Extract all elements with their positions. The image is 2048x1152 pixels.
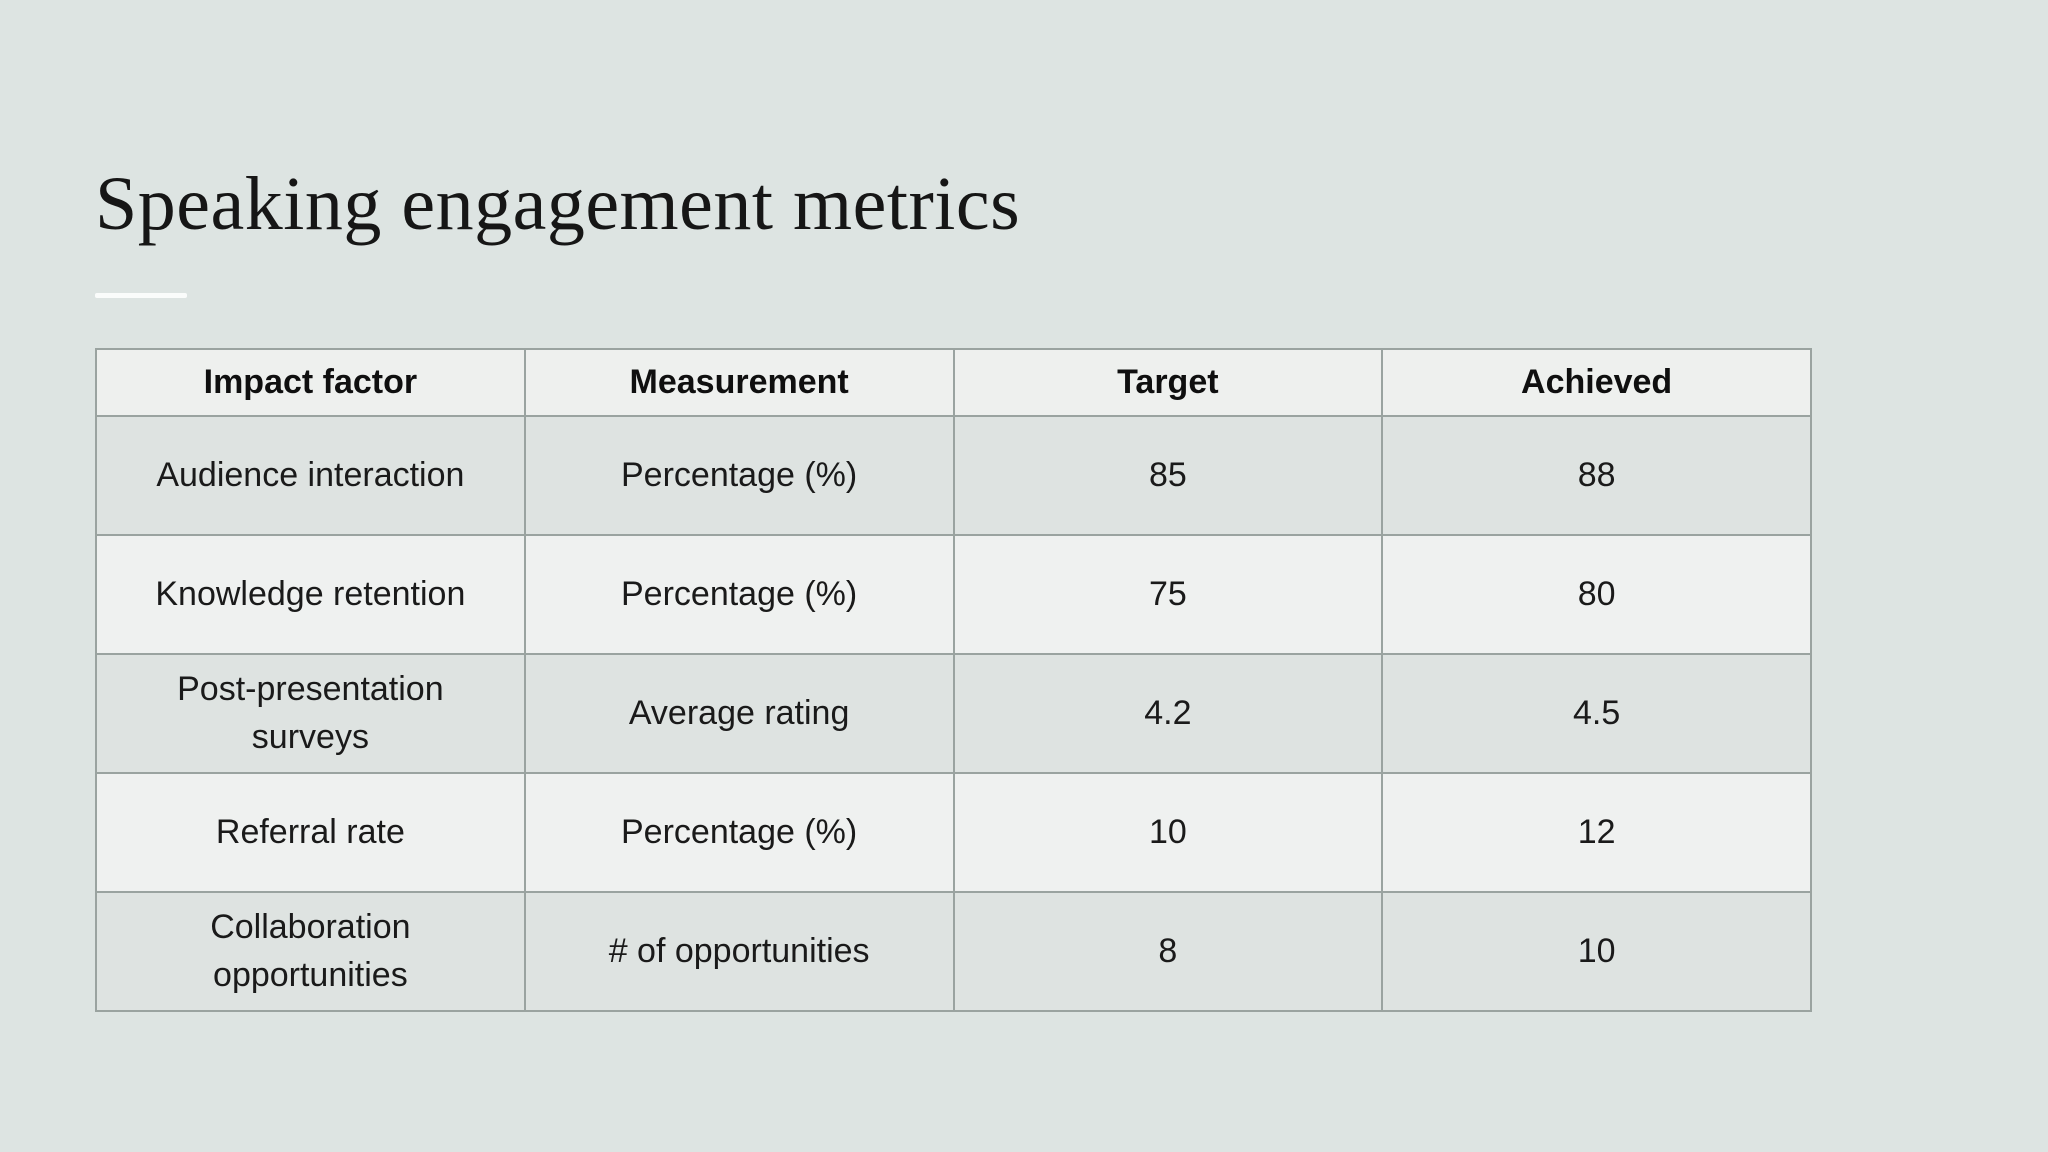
table-cell-achieved: 12 — [1381, 772, 1812, 893]
metrics-table: Impact factor Measurement Target Achieve… — [95, 348, 1812, 1012]
table-cell-achieved: 88 — [1381, 415, 1812, 536]
table-cell-measurement: Percentage (%) — [523, 772, 955, 893]
table-cell-achieved: 80 — [1381, 534, 1812, 655]
table-cell-impact-factor: Collaboration opportunities — [95, 891, 526, 1012]
column-header-measurement: Measurement — [523, 348, 955, 417]
table-row: Referral rate Percentage (%) 10 12 — [95, 772, 1812, 893]
table-row: Knowledge retention Percentage (%) 75 80 — [95, 534, 1812, 655]
column-header-achieved: Achieved — [1381, 348, 1812, 417]
table-cell-achieved: 4.5 — [1381, 653, 1812, 774]
column-header-target: Target — [952, 348, 1384, 417]
table-row: Audience interaction Percentage (%) 85 8… — [95, 415, 1812, 536]
table-cell-target: 4.2 — [952, 653, 1384, 774]
table-cell-impact-factor: Referral rate — [95, 772, 526, 893]
table-cell-target: 8 — [952, 891, 1384, 1012]
table-cell-measurement: # of opportunities — [523, 891, 955, 1012]
header-row: Impact factor Measurement Target Achieve… — [95, 348, 1812, 417]
table-body: Audience interaction Percentage (%) 85 8… — [95, 415, 1812, 1012]
table-cell-measurement: Percentage (%) — [523, 415, 955, 536]
table-cell-target: 85 — [952, 415, 1384, 536]
table-cell-target: 75 — [952, 534, 1384, 655]
table-cell-impact-factor: Knowledge retention — [95, 534, 526, 655]
table-header: Impact factor Measurement Target Achieve… — [95, 348, 1812, 417]
table-cell-target: 10 — [952, 772, 1384, 893]
table-cell-impact-factor: Audience interaction — [95, 415, 526, 536]
table-cell-achieved: 10 — [1381, 891, 1812, 1012]
column-header-impact-factor: Impact factor — [95, 348, 526, 417]
table-cell-measurement: Average rating — [523, 653, 955, 774]
title-divider — [95, 293, 187, 298]
table-cell-measurement: Percentage (%) — [523, 534, 955, 655]
table-row: Collaboration opportunities # of opportu… — [95, 891, 1812, 1012]
page-title: Speaking engagement metrics — [95, 162, 1021, 246]
table-row: Post-presentation surveys Average rating… — [95, 653, 1812, 774]
table-cell-impact-factor: Post-presentation surveys — [95, 653, 526, 774]
